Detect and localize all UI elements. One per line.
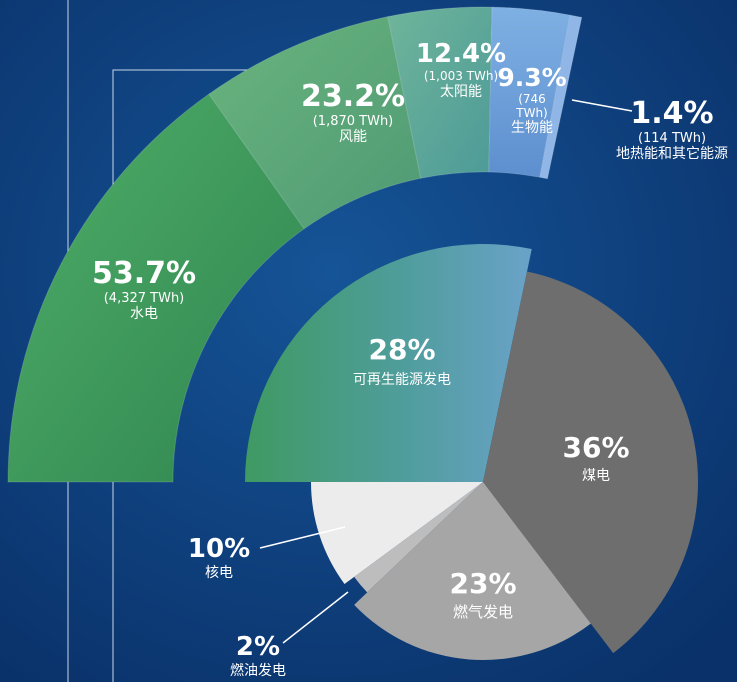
label-renewable-name: 可再生能源发电 xyxy=(353,372,451,389)
leader-oil xyxy=(282,591,349,644)
label-coal-pct: 36% xyxy=(562,431,630,464)
label-oil-pct: 2% xyxy=(235,632,281,662)
label-gas-name: 燃气发电 xyxy=(452,603,513,622)
label-hydro-name: 水电 xyxy=(129,306,158,323)
label-solar-twh: (1,003 TWh) xyxy=(423,68,499,83)
label-nuclear-pct: 10% xyxy=(187,534,251,564)
label-wind-pct: 23.2% xyxy=(300,79,406,114)
label-gas-pct: 23% xyxy=(449,567,517,600)
label-bio: 9.3% (746 TWh) 生物能 xyxy=(497,63,567,137)
leader-geothermal xyxy=(571,99,633,112)
inner-slice-coal xyxy=(483,271,698,654)
label-geothermal-twh: (114 TWh) xyxy=(637,130,707,146)
label-wind-name: 风能 xyxy=(338,129,367,146)
label-nuclear: 10% 核电 xyxy=(187,534,251,581)
outer-slice-hydro xyxy=(7,93,305,483)
label-oil-name: 燃油发电 xyxy=(230,662,286,679)
label-solar: 12.4% (1,003 TWh) 太阳能 xyxy=(415,39,507,100)
inner-slice-oil xyxy=(354,482,483,593)
label-gas: 23% 燃气发电 xyxy=(449,567,517,622)
outer-slice-solar xyxy=(387,6,493,179)
label-bio-twh: (746 TWh) xyxy=(516,91,548,120)
leader-nuclear xyxy=(259,526,346,549)
label-coal: 36% 煤电 xyxy=(562,431,630,485)
label-hydro-twh: (4,327 TWh) xyxy=(103,290,185,306)
label-nuclear-name: 核电 xyxy=(204,564,233,581)
label-wind: 23.2% (1,870 TWh) 风能 xyxy=(300,79,406,146)
label-geothermal-name: 地热能和其它能源 xyxy=(616,146,728,163)
label-bio-pct: 9.3% xyxy=(497,63,567,92)
inner-slice-renewable xyxy=(245,243,532,482)
label-coal-name: 煤电 xyxy=(582,468,610,485)
label-bio-name: 生物能 xyxy=(511,120,553,137)
label-solar-name: 太阳能 xyxy=(439,83,482,100)
label-wind-twh: (1,870 TWh) xyxy=(312,113,394,129)
label-hydro-pct: 53.7% xyxy=(91,256,197,291)
inner-slice-nuclear xyxy=(311,482,483,584)
inner-slice-gas xyxy=(354,482,591,660)
label-geothermal-pct: 1.4% xyxy=(630,96,714,131)
label-renewable-pct: 28% xyxy=(368,333,436,366)
label-hydro: 53.7% (4,327 TWh) 水电 xyxy=(91,256,197,323)
outer-slice-geothermal xyxy=(539,14,583,180)
label-solar-pct: 12.4% xyxy=(415,39,507,69)
label-renewable: 28% 可再生能源发电 xyxy=(353,333,451,389)
label-oil: 2% 燃油发电 xyxy=(230,632,286,679)
label-geothermal: 1.4% (114 TWh) 地热能和其它能源 xyxy=(616,96,728,163)
